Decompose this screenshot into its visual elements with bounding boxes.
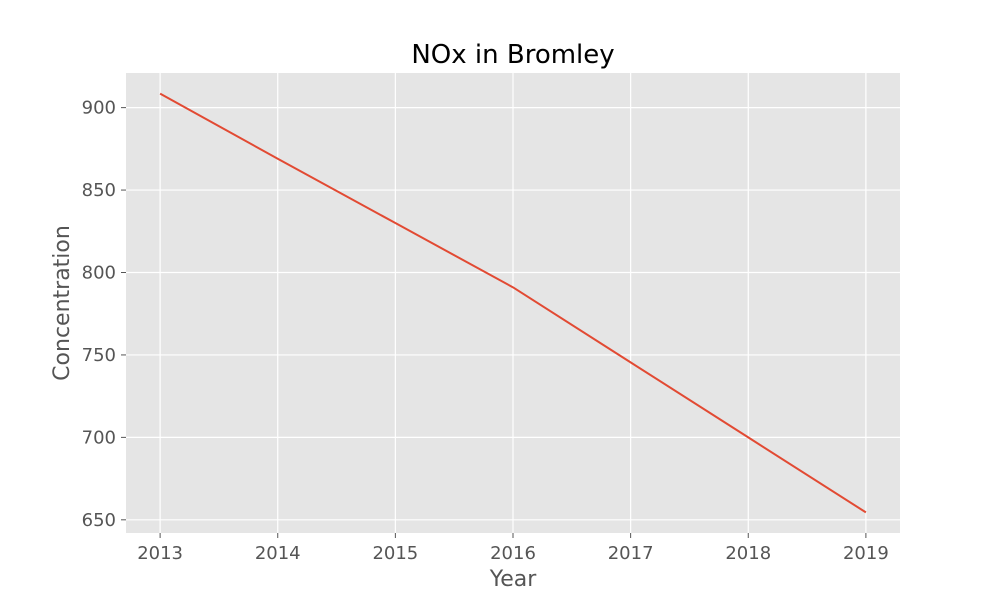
x-axis-label: Year [489,567,538,592]
y-tick-label: 850 [82,180,116,201]
y-tick-label: 700 [82,427,116,448]
y-tick-labels: 650 700 750 800 850 900 [82,98,126,531]
y-tick-label: 900 [82,98,116,119]
x-tick-label: 2019 [843,543,889,564]
x-tick-label: 2016 [490,543,536,564]
y-tick-label: 750 [82,345,116,366]
series-layer [159,92,867,514]
y-tick-label: 800 [82,262,116,283]
x-tick-labels: 2013 2014 2015 2016 2017 2018 2019 [137,533,889,564]
y-axis-label: Concentration [50,225,75,381]
y-tick-label: 650 [82,510,116,531]
x-tick-label: 2015 [372,543,418,564]
x-tick-label: 2014 [255,543,301,564]
series-line [159,92,867,514]
chart-title: NOx in Bromley [411,40,614,70]
x-tick-label: 2018 [725,543,771,564]
grid-lines [126,73,900,533]
x-tick-label: 2017 [608,543,654,564]
x-tick-label: 2013 [137,543,183,564]
